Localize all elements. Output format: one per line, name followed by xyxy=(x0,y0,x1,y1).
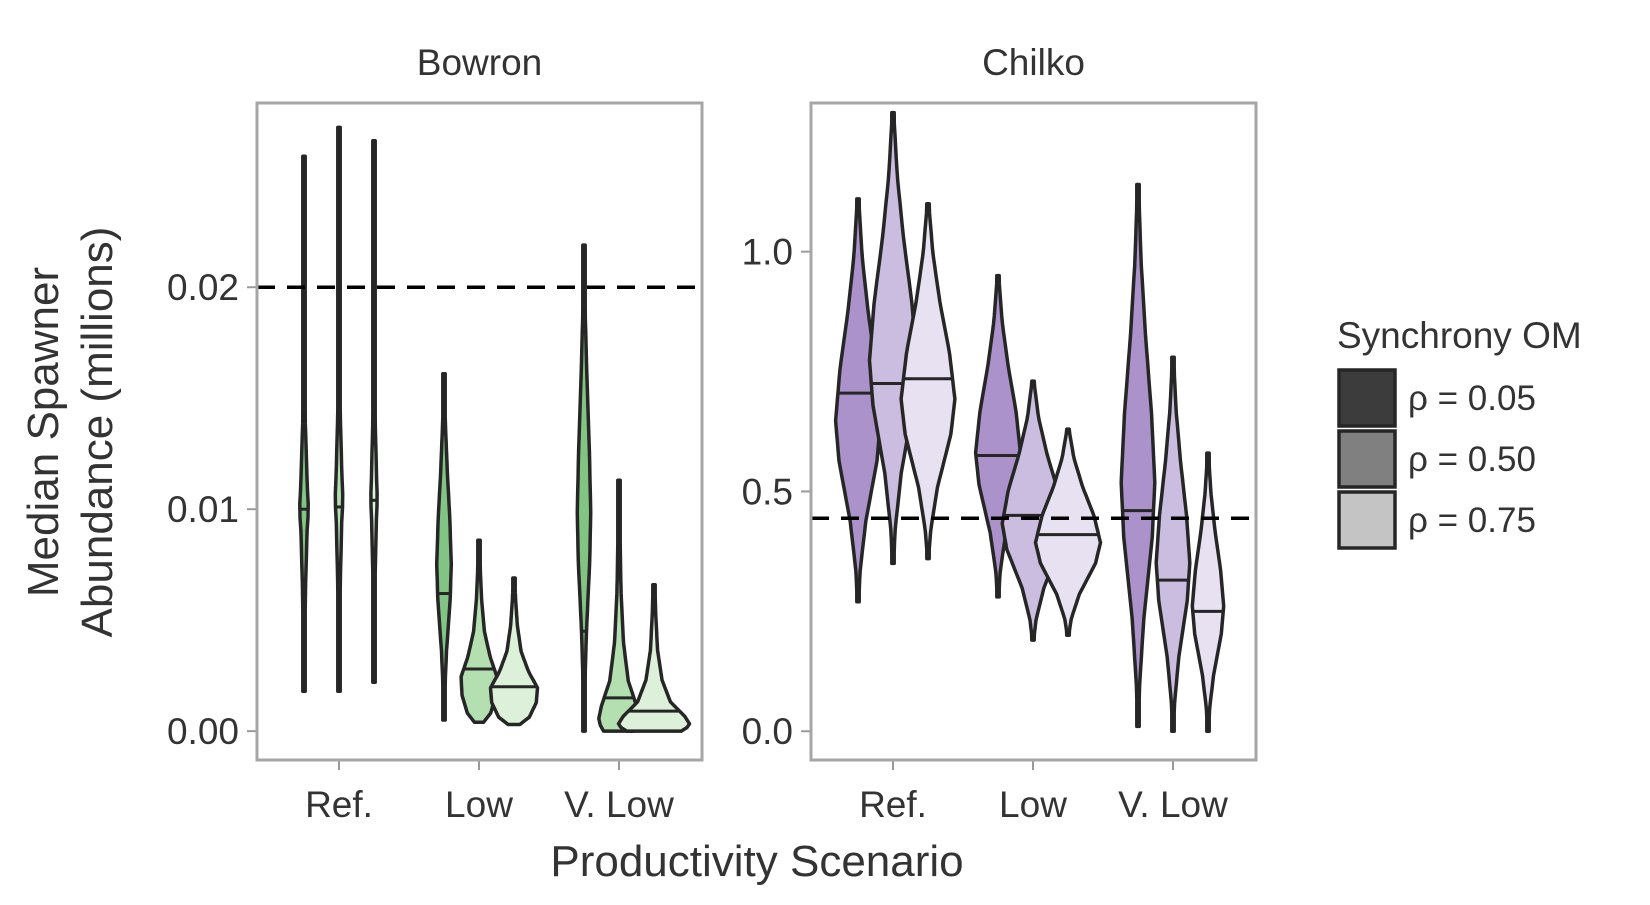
violin xyxy=(369,138,379,685)
y-tick-label: 0.01 xyxy=(167,489,239,530)
panel-title: Bowron xyxy=(417,42,542,83)
x-tick-label: Ref. xyxy=(859,784,927,825)
legend-item-label: ρ = 0.75 xyxy=(1408,501,1536,540)
violin xyxy=(899,201,957,561)
x-tick-label: V. Low xyxy=(564,784,674,825)
violin xyxy=(488,576,540,727)
x-axis-title: Productivity Scenario xyxy=(550,837,963,886)
panel-frame xyxy=(809,101,1258,762)
legend-swatch xyxy=(1337,368,1397,428)
y-axis-title-line2: Abundance (millions) xyxy=(73,227,122,638)
panel-title: Chilko xyxy=(982,42,1085,83)
y-tick-label: 0.00 xyxy=(167,711,239,752)
violin xyxy=(1190,451,1226,733)
panel-frame xyxy=(255,101,704,762)
violin xyxy=(575,243,593,733)
legend-item-label: ρ = 0.05 xyxy=(1408,379,1536,418)
x-tick-label: V. Low xyxy=(1118,784,1228,825)
violin xyxy=(459,538,499,725)
legend-swatch xyxy=(1337,429,1397,489)
y-tick-label: 0.02 xyxy=(167,267,239,308)
violin xyxy=(298,154,310,693)
violin xyxy=(333,125,345,693)
y-axis-title-line1: Median Spawner xyxy=(19,267,68,597)
y-tick-label: 1.0 xyxy=(742,232,793,273)
x-tick-label: Low xyxy=(445,784,513,825)
x-tick-label: Low xyxy=(999,784,1067,825)
y-tick-label: 0.5 xyxy=(742,471,793,512)
legend-swatch xyxy=(1337,490,1397,550)
violin xyxy=(833,197,883,604)
legend-title: Synchrony OM xyxy=(1337,315,1582,356)
violin xyxy=(616,582,692,733)
violin xyxy=(434,372,454,722)
violin xyxy=(1119,182,1157,729)
violin xyxy=(1154,355,1192,733)
x-tick-label: Ref. xyxy=(305,784,373,825)
violin xyxy=(597,478,641,733)
y-tick-label: 0.0 xyxy=(742,711,793,752)
violin xyxy=(1033,427,1103,638)
legend-item-label: ρ = 0.50 xyxy=(1408,440,1536,479)
